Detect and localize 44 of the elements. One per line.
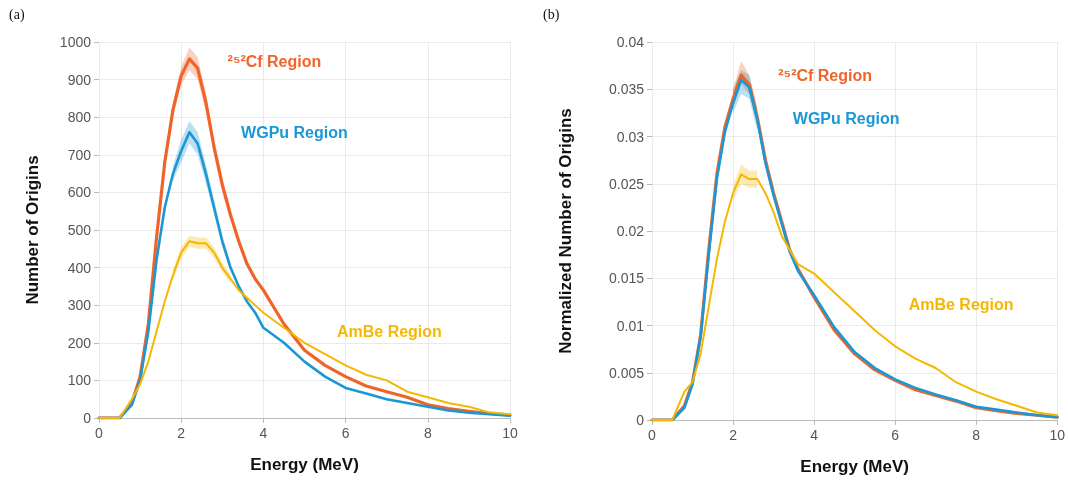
x-tick-label: 6: [341, 425, 350, 441]
series-label: AmBe Region: [336, 322, 442, 340]
y-tick-label: 0: [636, 412, 645, 428]
y-tick-label: 200: [67, 334, 92, 351]
y-tick-label: 300: [67, 297, 92, 314]
x-axis-title: Energy (MeV): [250, 455, 359, 474]
y-tick-label: 900: [67, 71, 92, 88]
x-tick-label: 0: [648, 427, 657, 443]
y-tick-label: 0: [83, 410, 92, 426]
x-tick-label: 10: [1049, 427, 1066, 443]
y-tick-label: 0.02: [616, 223, 645, 239]
x-tick-label: 4: [259, 425, 268, 441]
x-tick-label: 2: [729, 427, 738, 443]
y-tick-label: 0.025: [608, 175, 645, 192]
text: AmBe Region: [908, 295, 1014, 313]
y-tick-label: 600: [67, 184, 92, 201]
x-tick-label: 10: [502, 425, 518, 441]
x-tick-label: 0: [95, 425, 104, 441]
y-tick-label: 0.015: [608, 270, 645, 287]
y-tick-label: 700: [67, 146, 92, 163]
x-tick-label: 2: [177, 425, 186, 441]
y-tick-label: 0.01: [616, 317, 645, 334]
text: WGPu Region: [241, 123, 348, 141]
y-axis-title: Number of Origins: [23, 155, 42, 305]
y-tick-label: 500: [67, 222, 92, 238]
y-tick-label: 0.04: [616, 34, 645, 50]
chart-title: (b): [543, 6, 560, 23]
x-tick-label: 6: [891, 427, 900, 443]
series-label: ²⁵²Cf Region: [227, 53, 322, 71]
x-tick-label: 8: [423, 425, 432, 441]
x-tick-label: 8: [972, 427, 981, 443]
y-tick-label: 0.035: [608, 81, 645, 98]
series-label: ²⁵²Cf Region: [778, 66, 873, 84]
y-axis-title: Normalized Number of Origins: [556, 108, 575, 354]
chart-title: (a): [9, 6, 25, 23]
text: WGPu Region: [792, 110, 900, 128]
y-tick-label: 1000: [59, 34, 92, 50]
y-tick-label: 0.03: [616, 128, 645, 145]
y-tick-label: 800: [67, 109, 92, 126]
x-axis-title: Energy (MeV): [800, 457, 909, 476]
y-tick-label: 100: [67, 372, 92, 389]
y-tick-label: 400: [67, 259, 92, 276]
y-tick-label: 0.005: [608, 364, 645, 381]
x-tick-label: 4: [810, 427, 819, 443]
